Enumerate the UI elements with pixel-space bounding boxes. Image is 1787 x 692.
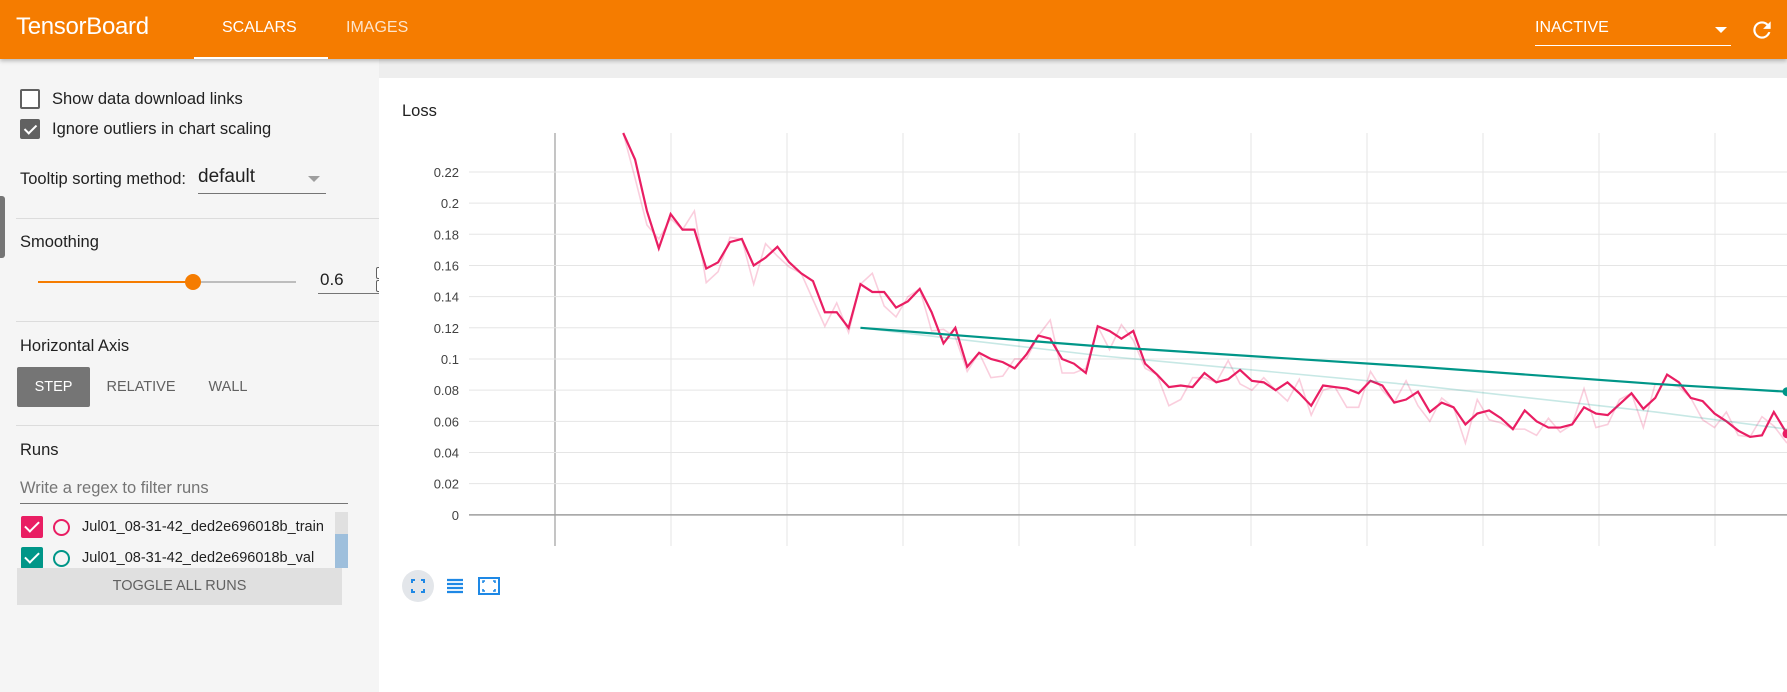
series-line [860,326,1787,393]
tab-images[interactable]: IMAGES [346,19,409,36]
axis-step-button[interactable]: STEP [17,367,90,407]
reload-icon[interactable] [1749,17,1775,43]
section-divider [16,321,386,322]
run-checkbox-icon[interactable] [21,547,43,569]
series-line [622,132,1787,439]
show-download-links-checkbox[interactable]: Show data download links [20,87,243,111]
chart-card [379,78,1787,692]
sidebar-collapse-handle[interactable] [0,196,5,258]
runs-filter-input[interactable]: Write a regex to filter runs [20,474,348,504]
smoothing-slider[interactable] [38,270,296,294]
chart-title: Loss [402,102,437,120]
y-tick-label: 0.06 [434,414,459,429]
run-color-circle-icon [53,518,70,536]
data-point [1782,429,1787,439]
loss-chart[interactable]: 0.22 0.2 0.18 0.16 0.14 0.12 0.1 0.08 0.06 0.04 0.… [379,78,1787,568]
smoothing-title: Smoothing [20,233,99,251]
y-tick-label: 0.14 [434,290,459,305]
y-tick-label: 0.22 [434,165,459,180]
run-color-circle-icon [53,549,70,567]
brand-title[interactable]: TensorBoard [16,13,149,40]
runs-filter-placeholder: Write a regex to filter runs [20,479,209,497]
run-name: Jul01_08-31-42_ded2e696018b_train [82,519,324,535]
chevron-down-icon [1715,27,1727,33]
horizontal-axis-title: Horizontal Axis [20,337,130,355]
slider-track-fill [38,281,193,283]
ignore-outliers-checkbox[interactable]: Ignore outliers in chart scaling [20,117,271,141]
ignore-outliers-label: Ignore outliers in chart scaling [52,119,272,138]
show-download-links-label: Show data download links [52,89,243,108]
run-item-val[interactable]: Jul01_08-31-42_ded2e696018b_val [21,544,314,572]
y-tick-label: 0.04 [434,445,459,460]
slider-thumb[interactable] [184,274,201,290]
fit-domain-icon[interactable] [402,570,434,602]
toggle-all-runs-button[interactable]: TOGGLE ALL RUNS [17,568,342,605]
y-tick-label: 0.08 [434,383,459,398]
axis-relative-button[interactable]: RELATIVE [106,379,176,395]
series-raw-line [860,327,1787,430]
runs-scrollbar-thumb[interactable] [335,534,348,568]
tooltip-sorting-label: Tooltip sorting method: [20,169,187,188]
runs-scrollbar[interactable] [335,512,348,568]
active-tab-indicator [194,57,328,59]
y-tick-label: 0.1 [441,352,459,367]
status-select-value: INACTIVE [1535,19,1609,36]
y-tick-label: 0.16 [434,258,459,273]
tab-scalars[interactable]: SCALARS [222,19,297,36]
expand-chart-icon[interactable] [473,570,505,602]
section-divider [16,425,386,426]
y-tick-label: 0.18 [434,227,459,242]
section-divider [16,218,386,219]
tooltip-sorting-row: Tooltip sorting method: default [20,164,327,194]
y-tick-label: 0.02 [434,477,459,492]
smoothing-value: 0.6 [320,270,344,289]
runs-title: Runs [20,441,59,459]
checkbox-icon [20,89,40,109]
status-select[interactable]: INACTIVE [1535,14,1731,46]
axis-wall-button[interactable]: WALL [208,379,248,395]
toggle-log-icon[interactable] [439,570,471,602]
top-bar: TensorBoard SCALARS IMAGES INACTIVE [0,0,1787,59]
run-checkbox-icon[interactable] [21,516,43,538]
y-tick-label: 0.2 [441,196,459,211]
tooltip-sorting-select[interactable]: default [198,164,327,194]
chevron-down-icon [308,176,321,182]
checkbox-checked-icon [20,119,40,139]
run-item-train[interactable]: Jul01_08-31-42_ded2e696018b_train [21,513,324,541]
tooltip-sorting-value: default [198,166,256,187]
y-tick-label: 0 [452,508,459,523]
run-name: Jul01_08-31-42_ded2e696018b_val [82,550,315,566]
series-raw-line [622,132,1787,446]
data-point [1782,387,1787,397]
y-tick-label: 0.12 [434,321,459,336]
